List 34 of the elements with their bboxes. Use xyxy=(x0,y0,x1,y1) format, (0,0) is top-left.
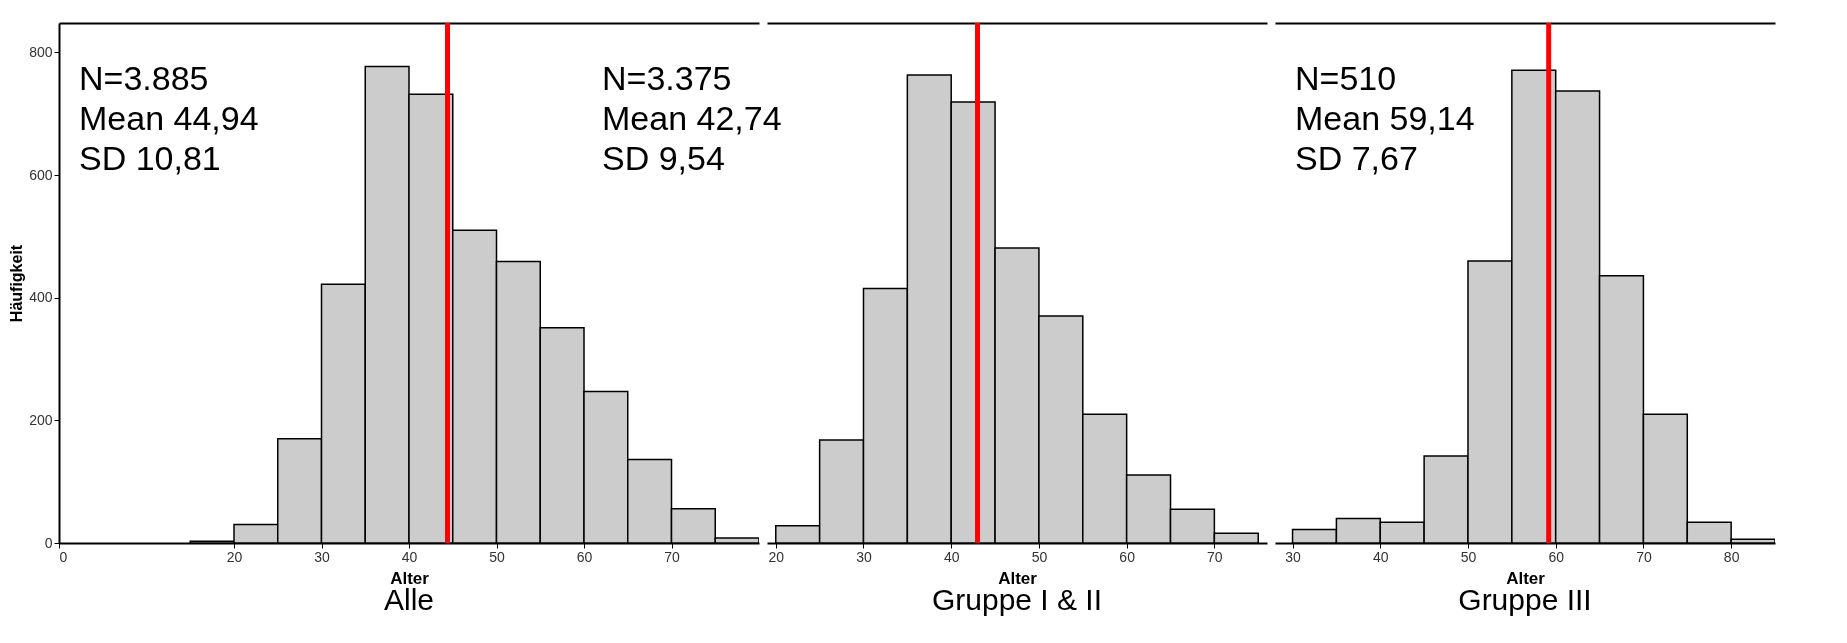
x-tick-label: 60 xyxy=(1119,548,1136,565)
x-tick-label: 50 xyxy=(1460,548,1477,565)
y-tick-label: 200 xyxy=(29,411,53,428)
annotation: Mean 42,74 xyxy=(602,99,782,137)
x-tick-label: 20 xyxy=(768,548,785,565)
x-tick-label: 60 xyxy=(1548,548,1565,565)
y-tick-label: 400 xyxy=(29,289,53,306)
annotation: SD 7,67 xyxy=(1295,139,1418,177)
annotation: N=3.885 xyxy=(79,59,209,97)
annotation: SD 10,81 xyxy=(79,139,221,177)
x-tick-label: 80 xyxy=(1723,548,1740,565)
y-axis-title: Häufigkeit xyxy=(8,244,26,323)
x-tick-label: 40 xyxy=(943,548,960,565)
x-tick-label: 50 xyxy=(489,548,505,565)
x-tick-label: 30 xyxy=(1285,548,1302,565)
x-tick-label: 30 xyxy=(314,548,330,565)
x-tick-label: 40 xyxy=(1372,548,1389,565)
x-tick-label: 40 xyxy=(401,548,418,565)
x-tick-label: 30 xyxy=(856,548,872,565)
annotation: Mean 44,94 xyxy=(79,99,259,137)
annotation: Mean 59,14 xyxy=(1295,99,1475,137)
annotation: N=510 xyxy=(1295,59,1397,97)
annotation: SD 9,54 xyxy=(602,139,725,177)
x-tick-label: 20 xyxy=(226,548,243,565)
x-tick-label: 60 xyxy=(576,548,593,565)
x-tick-label: 70 xyxy=(664,548,680,565)
annotation: N=3.375 xyxy=(602,59,732,97)
x-tick-label: 70 xyxy=(1636,548,1652,565)
y-tick-label: 0 xyxy=(44,534,53,551)
y-tick-label: 600 xyxy=(29,166,53,183)
y-tick-label: 800 xyxy=(29,43,53,60)
x-tick-label: 70 xyxy=(1207,548,1223,565)
x-tick-label: 0 xyxy=(59,548,68,565)
x-tick-label: 50 xyxy=(1031,548,1048,565)
